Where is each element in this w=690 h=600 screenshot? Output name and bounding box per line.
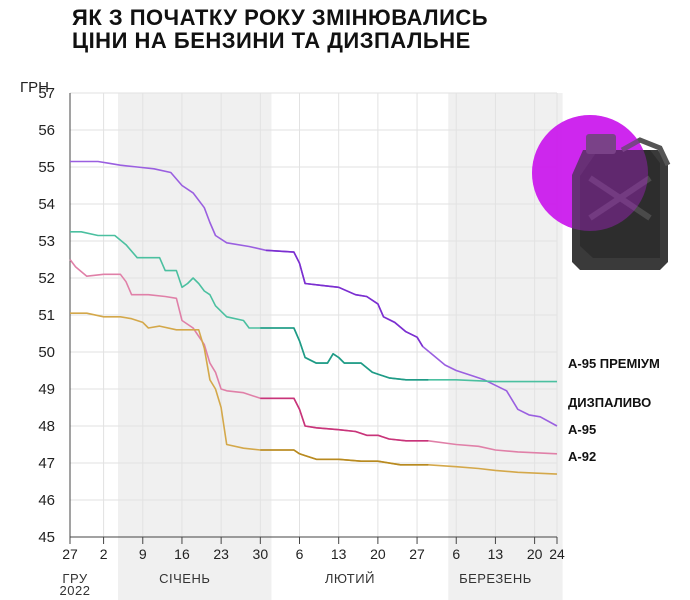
chart-title-line-2: ЦІНИ НА БЕНЗИНИ ТА ДИЗПАЛЬНЕ xyxy=(72,28,471,53)
x-tick-label: 27 xyxy=(62,546,78,562)
series-label-2: А-95 xyxy=(568,422,596,437)
y-tick-label: 47 xyxy=(38,455,55,472)
series-line-0-feb xyxy=(265,249,424,347)
chart-title: ЯК З ПОЧАТКУ РОКУ ЗМІНЮВАЛИСЬ ЦІНИ НА БЕ… xyxy=(72,6,488,52)
grid-lines: 45 46 47 48 49 50 51 52 53 54 55 56 57 xyxy=(38,85,558,546)
series-label-1: А-95 ПРЕМІУМ xyxy=(568,356,660,371)
x-tick-label: 24 xyxy=(549,546,565,562)
x-tick-label: 27 xyxy=(409,546,425,562)
x-tick-label: 13 xyxy=(331,546,347,562)
jerrycan-icon xyxy=(532,115,671,270)
series-labels: ДИЗПАЛИВО А-95 ПРЕМІУМ А-95 А-92 xyxy=(568,356,660,464)
y-tick-label: 50 xyxy=(38,344,55,361)
y-tick-label: 48 xyxy=(38,418,55,435)
y-tick-label: 57 xyxy=(38,85,55,102)
series-line-3-feb xyxy=(260,449,429,466)
x-tick-label: 20 xyxy=(370,546,386,562)
x-tick-label: 23 xyxy=(213,546,229,562)
y-tick-label: 51 xyxy=(38,307,55,324)
series-label-3: А-92 xyxy=(568,449,596,464)
series-line-2-feb xyxy=(260,397,429,442)
month-label-0-0: ГРУ xyxy=(62,571,87,586)
chart-title-line-1: ЯК З ПОЧАТКУ РОКУ ЗМІНЮВАЛИСЬ xyxy=(72,5,489,30)
series-label-0: ДИЗПАЛИВО xyxy=(568,395,651,410)
axes: 27 2 9 16 23 30 6 13 20 27 6 13 20 24 ГРН xyxy=(20,79,565,562)
y-tick-label: 53 xyxy=(38,233,55,250)
y-tick-label: 52 xyxy=(38,270,55,287)
month-label-0-1: 2022 xyxy=(60,583,91,598)
series-lines xyxy=(69,160,558,475)
y-tick-label: 46 xyxy=(38,492,55,509)
x-tick-label: 6 xyxy=(296,546,304,562)
y-tick-label: 55 xyxy=(38,159,55,176)
y-tick-label: 56 xyxy=(38,122,55,139)
series-line-1-feb xyxy=(260,327,429,381)
month-band-1 xyxy=(117,93,272,600)
x-tick-label: 6 xyxy=(452,546,460,562)
y-tick-label: 45 xyxy=(38,529,55,546)
x-tick-label: 9 xyxy=(139,546,147,562)
month-label-2: ЛЮТИЙ xyxy=(325,571,375,586)
x-tick-label: 13 xyxy=(488,546,504,562)
y-tick-label: 49 xyxy=(38,381,55,398)
x-tick-label: 20 xyxy=(527,546,543,562)
x-tick-label: 30 xyxy=(253,546,269,562)
y-tick-label: 54 xyxy=(38,196,55,213)
y-axis-label: ГРН xyxy=(20,79,49,96)
month-label-1: СІЧЕНЬ xyxy=(159,571,210,586)
x-tick-label: 2 xyxy=(100,546,108,562)
month-label-3: БЕРЕЗЕНЬ xyxy=(459,571,532,586)
x-tick-label: 16 xyxy=(174,546,190,562)
